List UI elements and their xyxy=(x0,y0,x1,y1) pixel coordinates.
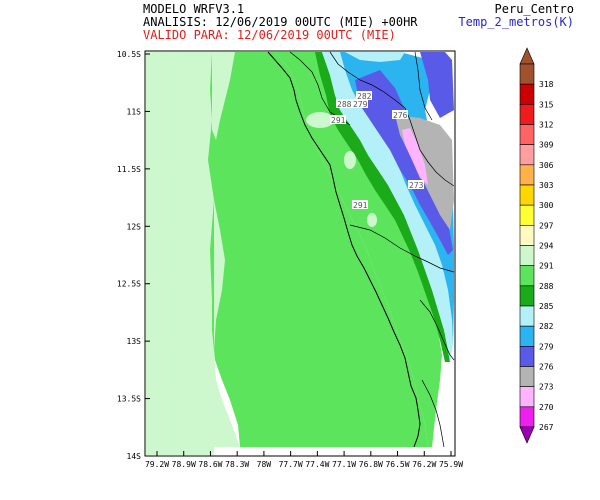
legend-label: 306 xyxy=(539,161,554,170)
legend-label: 318 xyxy=(539,80,554,89)
latitude-axis: 10.5S 11S 11.5S 12S 12.5S 13S 13.5S 14S xyxy=(117,50,150,461)
legend-top-arrow xyxy=(519,47,535,65)
indigo-276-region xyxy=(355,70,453,255)
lon-tick-label: 76.2W xyxy=(412,460,436,469)
legend-label: 276 xyxy=(539,363,554,372)
longitude-axis: 79.2W 78.9W 78.6W 78.3W 78W 77.7W 77.4W 77.1W 76… xyxy=(145,451,463,469)
legend-swatch xyxy=(519,406,535,428)
lon-tick-label: 76.8W xyxy=(359,460,383,469)
legend-swatch xyxy=(519,245,535,266)
contour-label-288: 288 xyxy=(337,100,352,109)
legend-label: 267 xyxy=(539,423,554,432)
legend-swatch xyxy=(519,225,535,246)
lat-tick-label: 12.5S xyxy=(117,280,141,289)
legend-swatch xyxy=(519,164,535,186)
analysis-time: ANALISIS: 12/06/2019 00UTC (MIE) +00HR xyxy=(143,15,418,29)
legend-label: 297 xyxy=(539,221,554,230)
contour-labels: 291 288 279 282 276 273 291 xyxy=(330,91,424,210)
legend-swatch xyxy=(519,104,535,125)
lat-tick-label: 11.5S xyxy=(117,165,141,174)
lat-tick-label: 11S xyxy=(127,107,142,116)
legend-swatch xyxy=(519,285,535,307)
legend-label: 300 xyxy=(539,201,554,210)
lon-tick-label: 78.9W xyxy=(172,460,196,469)
legend-swatch xyxy=(519,204,535,226)
legend-label: 315 xyxy=(539,100,554,109)
color-legend: 318 315 312 309 306 303 300 297 294 291 288 285 282 2… xyxy=(519,47,554,444)
border-line-5 xyxy=(349,224,455,273)
contour-label-282: 282 xyxy=(357,92,372,101)
legend-swatch xyxy=(519,63,535,85)
legend-label: 282 xyxy=(539,322,554,331)
contour-label-273: 273 xyxy=(409,181,424,190)
lon-tick-label: 77.7W xyxy=(279,460,303,469)
valid-time: VALIDO PARA: 12/06/2019 00UTC (MIE) xyxy=(143,28,396,42)
lon-tick-label: 78.6W xyxy=(198,460,222,469)
land-green-region xyxy=(275,52,442,447)
pale-patch-island-1 xyxy=(306,112,334,128)
indigo-276-ne xyxy=(420,52,454,118)
lon-tick-label: 75.9W xyxy=(439,460,463,469)
lon-tick-label: 79.2W xyxy=(145,460,169,469)
legend-label: 285 xyxy=(539,302,554,311)
legend-bottom-arrow xyxy=(519,426,535,444)
legend-label: 279 xyxy=(539,342,554,351)
legend-swatch xyxy=(519,325,535,347)
legend-swatch xyxy=(519,265,535,287)
border-line-2 xyxy=(329,51,406,109)
pale-patch-island-3 xyxy=(367,213,377,227)
contour-label-291a: 291 xyxy=(331,116,346,125)
border-line-3 xyxy=(404,107,455,187)
lat-tick-label: 12S xyxy=(127,222,142,231)
legend-label: 273 xyxy=(539,383,554,392)
pale-patch-nw xyxy=(212,52,235,140)
ocean-green-region xyxy=(208,52,428,447)
legend-label: 288 xyxy=(539,282,554,291)
coastline xyxy=(267,51,421,448)
lon-tick-label: 77.1W xyxy=(332,460,356,469)
legend-label: 312 xyxy=(539,121,554,130)
legend-swatch xyxy=(519,83,535,105)
legend-swatch xyxy=(519,184,535,206)
dark-green-ribbon xyxy=(315,52,450,362)
border-line-6 xyxy=(419,299,455,361)
lon-tick-label: 77.4W xyxy=(305,460,329,469)
cyan-282-region xyxy=(322,52,453,362)
legend-label: 291 xyxy=(539,262,554,271)
legend-label: 303 xyxy=(539,181,554,190)
legend-label: 294 xyxy=(539,242,554,251)
contour-label-291b: 291 xyxy=(353,201,368,210)
contour-label-279: 279 xyxy=(353,100,368,109)
model-title: MODELO WRFV3.1 xyxy=(143,2,245,16)
cyan-strip-top xyxy=(345,52,405,62)
pink-270-region xyxy=(402,128,428,185)
domain-name: Peru_Centro xyxy=(494,2,574,16)
lon-tick-label: 78.3W xyxy=(225,460,249,469)
pale-band-west xyxy=(146,52,214,455)
contour-label-276: 276 xyxy=(393,111,408,120)
legend-swatch xyxy=(519,305,535,327)
plot-border xyxy=(144,50,456,457)
lat-tick-label: 14S xyxy=(127,452,142,461)
lat-tick-label: 10.5S xyxy=(117,50,141,59)
lat-tick-label: 13.5S xyxy=(117,395,141,404)
pale-patch-island-2 xyxy=(344,151,356,169)
pale-patch-sw xyxy=(214,200,240,447)
legend-label: 270 xyxy=(539,403,554,412)
legend-swatch xyxy=(519,124,535,145)
legend-swatch xyxy=(519,144,535,166)
lon-tick-label: 78W xyxy=(257,460,272,469)
legend-label: 309 xyxy=(539,141,554,150)
lat-tick-label: 13S xyxy=(127,337,142,346)
border-line-4 xyxy=(414,51,433,121)
lon-tick-label: 76.5W xyxy=(385,460,409,469)
legend-swatch xyxy=(519,346,535,367)
border-line-7 xyxy=(421,379,445,448)
legend-swatch xyxy=(519,366,535,387)
variable-name: Temp_2_metros(K) xyxy=(458,15,574,29)
legend-swatch xyxy=(519,386,535,408)
